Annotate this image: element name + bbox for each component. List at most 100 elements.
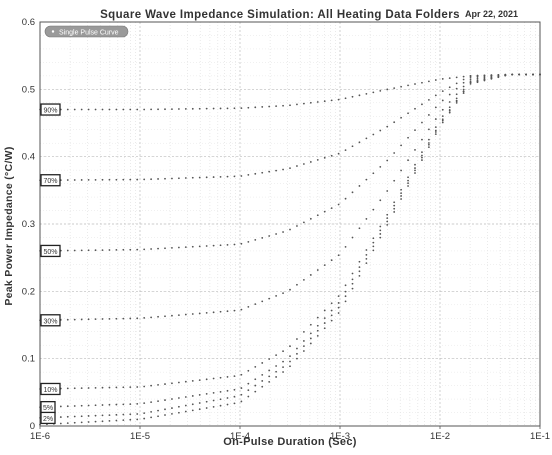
data-point <box>80 179 83 181</box>
data-point <box>344 245 347 248</box>
data-point <box>365 218 368 220</box>
data-point <box>226 376 229 378</box>
data-point <box>254 384 257 387</box>
data-point <box>115 403 118 406</box>
data-point <box>80 387 83 390</box>
data-point <box>73 415 76 418</box>
data-point <box>323 100 326 103</box>
data-point <box>379 165 382 168</box>
data-point <box>129 178 132 181</box>
data-point <box>198 107 201 110</box>
data-point <box>122 413 125 416</box>
data-point <box>386 213 389 216</box>
data-point <box>66 405 69 408</box>
data-point <box>164 108 166 111</box>
data-point <box>212 391 215 394</box>
x-tick-label: 1E-4 <box>230 431 250 442</box>
data-point <box>268 297 271 300</box>
data-point <box>261 380 264 382</box>
data-point <box>198 176 201 179</box>
data-point <box>177 314 180 317</box>
data-point <box>150 416 153 419</box>
data-point <box>393 121 396 124</box>
data-point <box>115 178 118 181</box>
data-point <box>316 316 319 319</box>
data-point <box>122 248 125 251</box>
data-point <box>247 106 250 109</box>
data-point <box>136 402 139 405</box>
data-point <box>289 104 291 107</box>
data-point <box>136 248 139 251</box>
data-point <box>469 76 472 79</box>
data-point <box>282 360 284 363</box>
data-point <box>198 402 201 404</box>
data-point <box>351 191 354 194</box>
data-point <box>302 221 305 224</box>
data-point <box>358 94 361 97</box>
data-point <box>219 107 222 110</box>
chart-date: Apr 22, 2021 <box>465 9 519 19</box>
series-single-pulse <box>39 73 541 426</box>
data-point <box>268 358 271 360</box>
data-point <box>101 249 104 251</box>
duty-label: 5% <box>43 405 53 412</box>
data-point <box>434 129 437 132</box>
data-point <box>365 262 368 265</box>
y-tick-label: 0.5 <box>22 84 35 95</box>
data-point <box>198 408 201 411</box>
data-point <box>330 309 333 312</box>
data-point <box>407 182 409 185</box>
data-point <box>414 163 416 166</box>
data-point <box>455 101 458 104</box>
data-point <box>171 246 173 249</box>
data-point <box>122 178 125 181</box>
data-point <box>184 396 187 398</box>
data-point <box>441 121 444 124</box>
data-point <box>344 97 347 100</box>
data-point <box>441 119 444 122</box>
data-point <box>275 105 278 108</box>
data-point <box>129 248 132 251</box>
data-point <box>205 311 208 314</box>
data-point <box>296 357 298 360</box>
data-point <box>407 159 409 162</box>
data-point <box>66 415 69 418</box>
data-point <box>427 128 430 131</box>
data-point <box>469 82 472 85</box>
data-point <box>143 108 146 111</box>
data-point <box>226 403 229 406</box>
data-point <box>414 149 416 151</box>
data-point <box>282 350 284 353</box>
data-point <box>73 318 76 321</box>
data-point <box>240 373 243 376</box>
data-point <box>344 295 347 298</box>
data-point <box>184 108 187 110</box>
data-point <box>351 282 354 285</box>
data-point <box>66 249 69 252</box>
data-point <box>302 102 305 105</box>
data-point <box>254 365 257 368</box>
data-point <box>351 145 354 148</box>
data-point <box>469 81 472 84</box>
data-point <box>441 115 444 117</box>
data-point <box>337 302 340 304</box>
data-point <box>157 108 159 111</box>
data-point <box>358 260 361 263</box>
data-point <box>386 125 389 128</box>
data-point <box>393 87 396 89</box>
data-point <box>115 317 118 320</box>
data-point <box>302 331 305 333</box>
data-point <box>337 152 340 155</box>
data-point <box>421 159 423 161</box>
data-point <box>407 179 409 182</box>
data-point <box>212 107 215 110</box>
data-point <box>164 399 166 401</box>
data-point <box>205 378 208 381</box>
data-point <box>184 313 187 316</box>
data-point <box>136 108 139 111</box>
data-point <box>275 376 278 378</box>
data-point <box>268 170 271 173</box>
data-point <box>469 80 472 83</box>
duty-label-box <box>40 314 61 327</box>
data-point <box>240 400 243 403</box>
